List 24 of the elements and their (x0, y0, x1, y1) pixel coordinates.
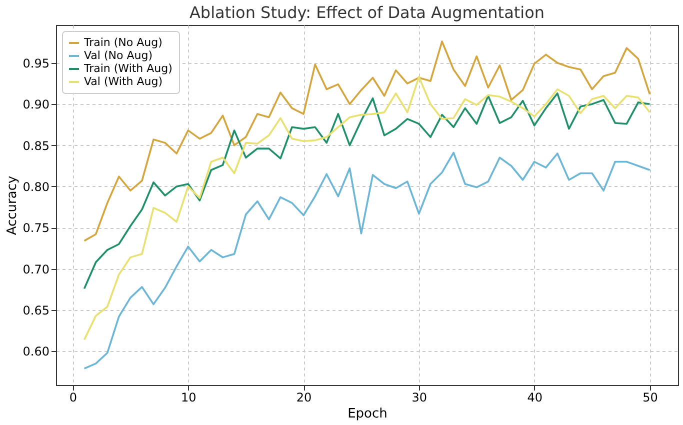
x-tick-label: 10 (180, 390, 196, 404)
line-series (83, 76, 651, 341)
y-tick-label: 0.75 (22, 221, 50, 236)
legend-label: Train (With Aug) (83, 62, 172, 75)
y-tick-label: 0.95 (22, 56, 50, 70)
x-tick-label: 20 (296, 390, 312, 404)
y-tick-label: 0.60 (22, 344, 50, 359)
y-tick-label: 0.70 (22, 262, 50, 276)
line-series (83, 152, 651, 370)
line-series (83, 92, 651, 290)
y-tick-label: 0.80 (22, 180, 50, 194)
x-axis-title: Epoch (348, 406, 388, 422)
legend-label: Val (No Aug) (84, 49, 152, 62)
y-axis-title: Accuracy (4, 176, 20, 236)
y-tick-label: 0.65 (22, 304, 50, 318)
x-tick-label: 0 (69, 390, 78, 404)
x-tick-label: 50 (642, 390, 658, 404)
legend-label: Val (With Aug) (84, 75, 162, 88)
y-tick-label: 0.85 (22, 138, 50, 153)
y-tick-label: 0.90 (22, 98, 50, 112)
chart-title: Ablation Study: Effect of Data Augmentation (189, 3, 545, 22)
x-tick-label: 40 (527, 390, 542, 404)
x-tick-label: 30 (412, 390, 428, 404)
legend-label: Train (No Aug) (83, 36, 162, 49)
